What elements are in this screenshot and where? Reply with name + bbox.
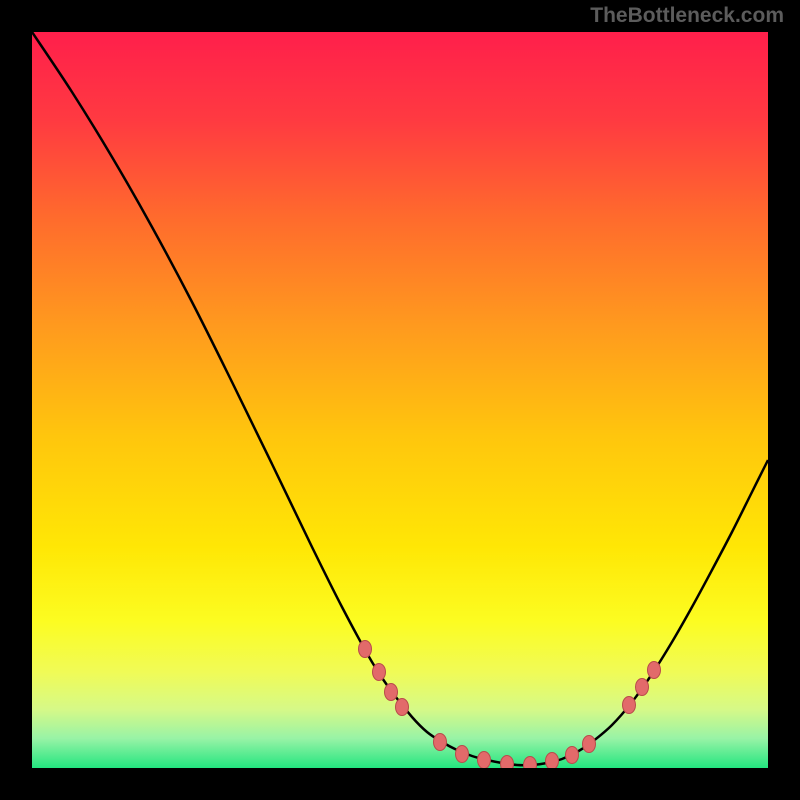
curve-markers-group <box>359 641 661 769</box>
curve-marker <box>385 684 398 701</box>
curve-marker <box>434 734 447 751</box>
curve-marker <box>546 753 559 769</box>
curve-marker <box>396 699 409 716</box>
bottleneck-curve <box>32 32 768 765</box>
curve-marker <box>373 664 386 681</box>
curve-marker <box>456 746 469 763</box>
curve-marker <box>359 641 372 658</box>
curve-marker <box>636 679 649 696</box>
curve-marker <box>501 756 514 769</box>
chart-plot-area <box>32 32 768 768</box>
bottleneck-curve-layer <box>32 32 768 768</box>
curve-marker <box>648 662 661 679</box>
watermark-text: TheBottleneck.com <box>590 4 784 28</box>
curve-marker <box>524 757 537 769</box>
curve-marker <box>566 747 579 764</box>
curve-marker <box>583 736 596 753</box>
curve-marker <box>623 697 636 714</box>
curve-marker <box>478 752 491 769</box>
